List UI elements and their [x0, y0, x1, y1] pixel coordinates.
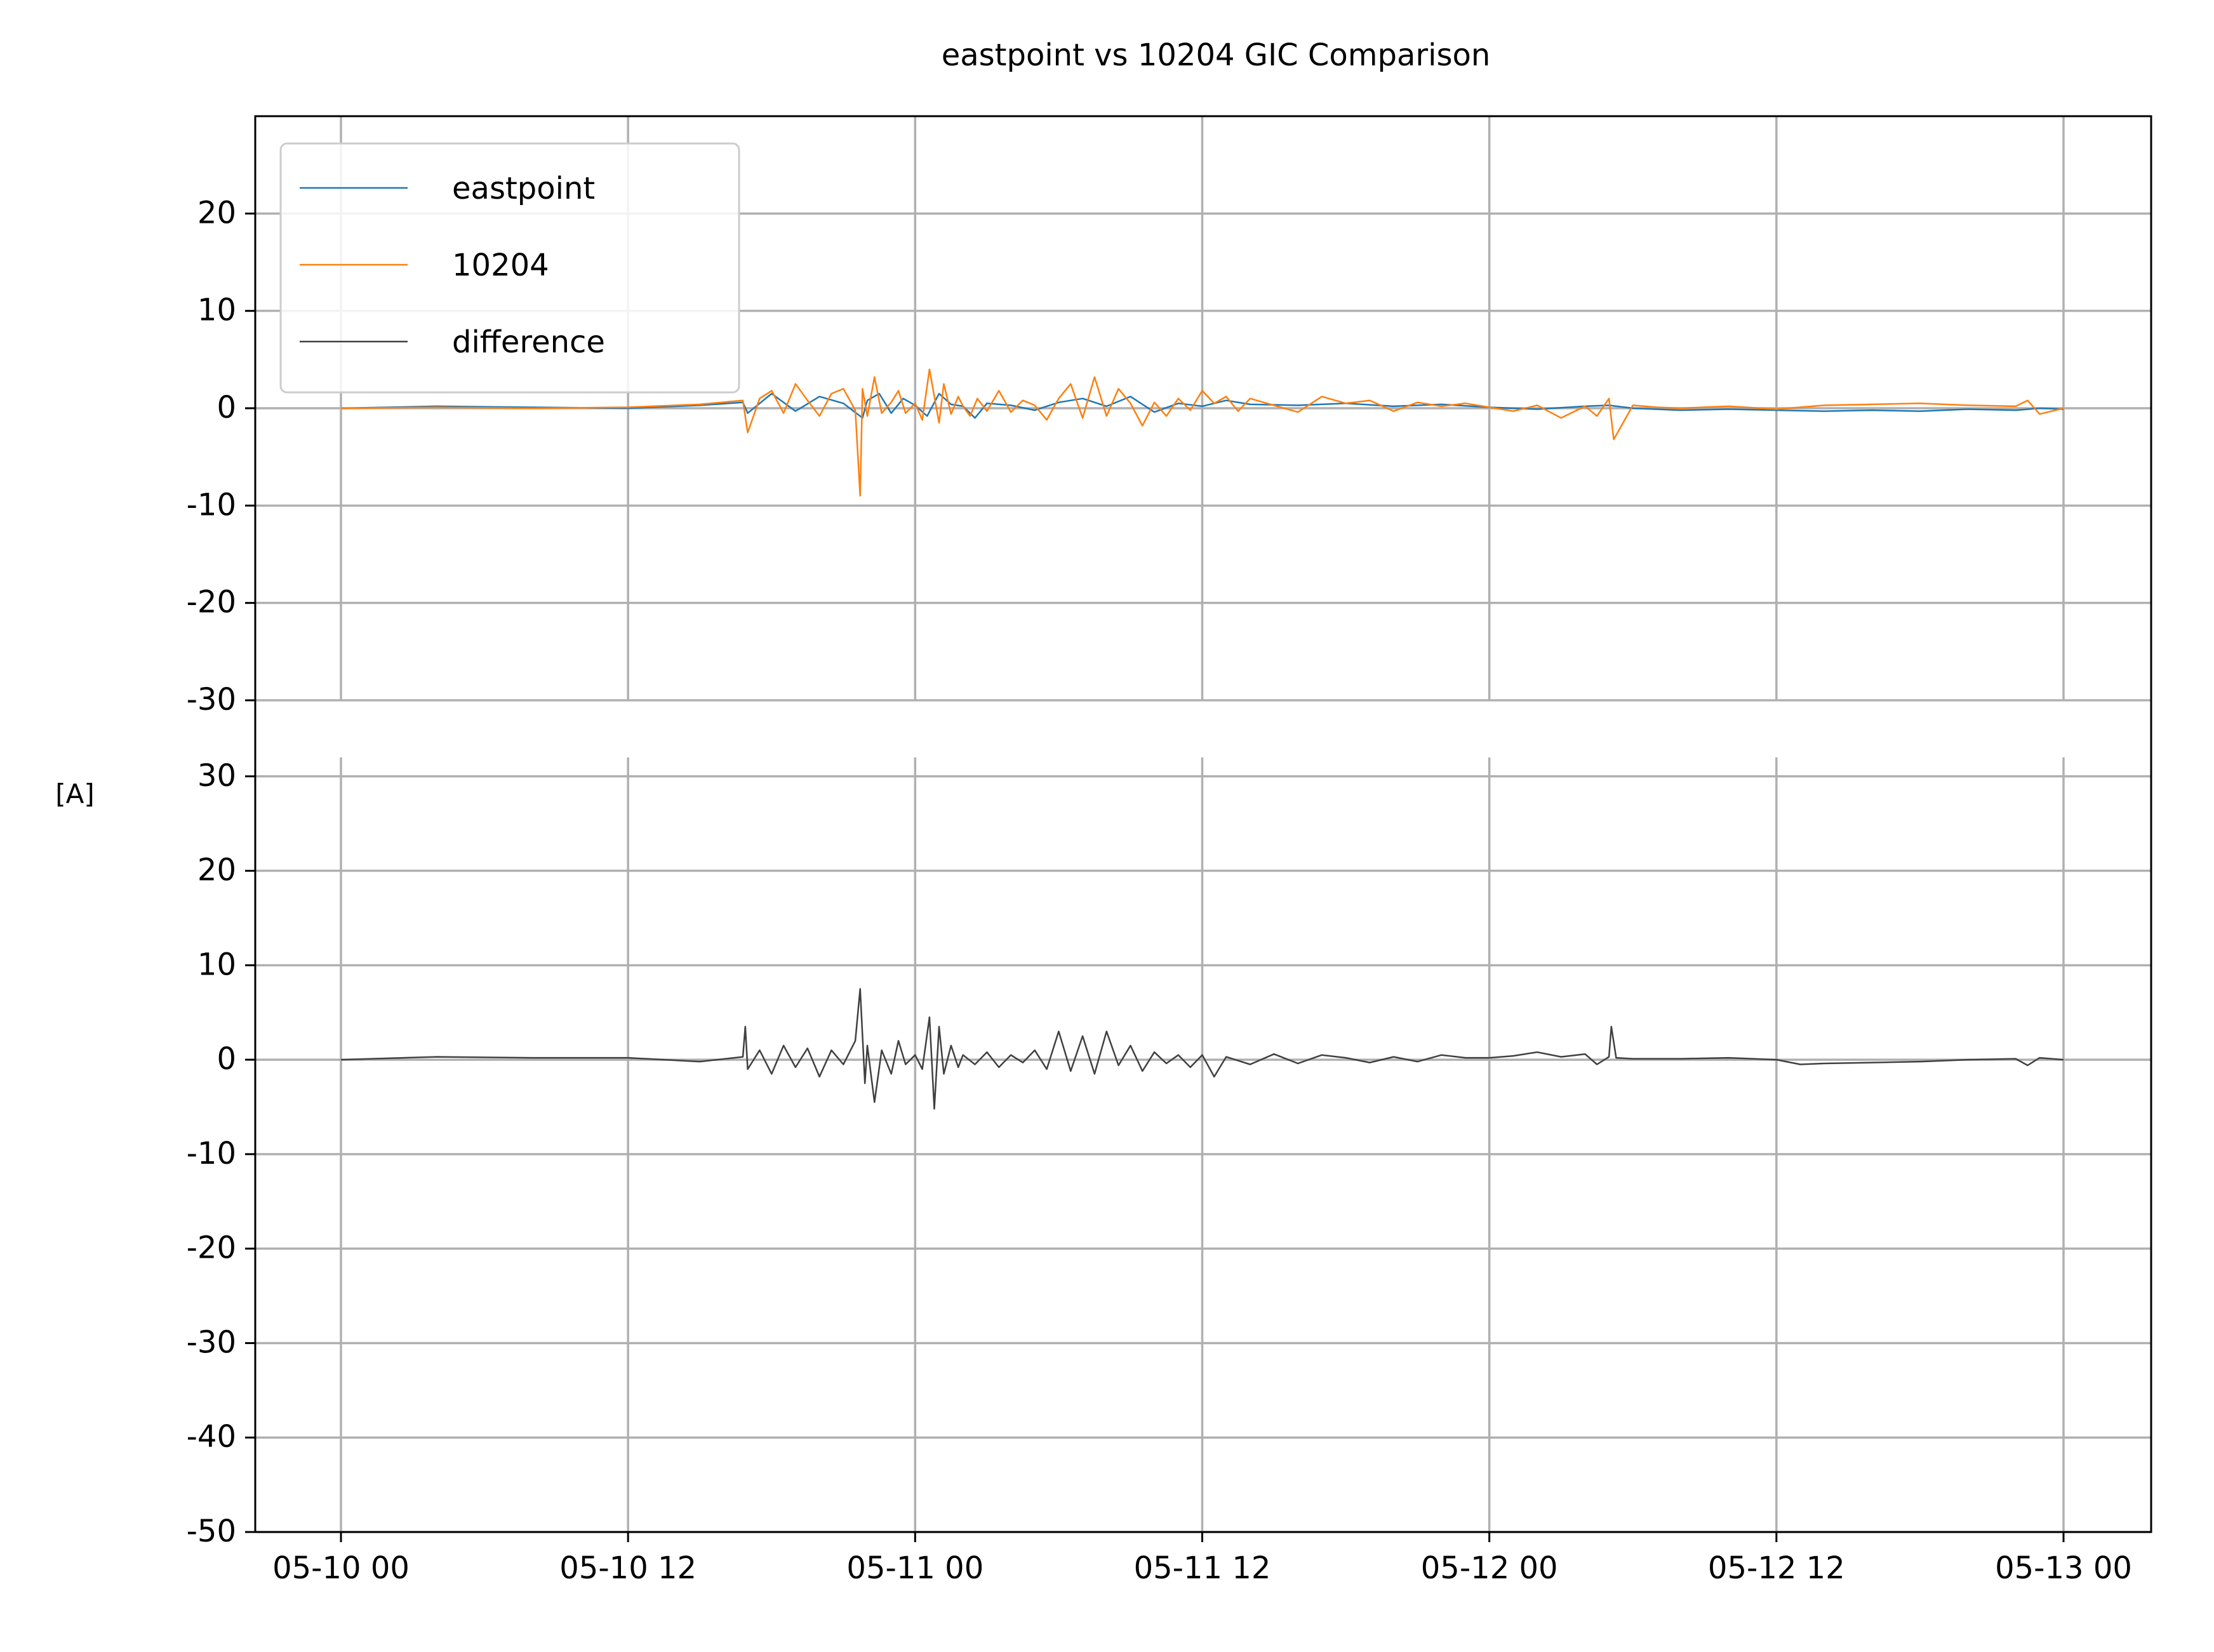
x-tick-label: 05-11 00 — [846, 1550, 984, 1586]
chart-title: eastpoint vs 10204 GIC Comparison — [942, 37, 1491, 73]
y-axis-label: [A] — [55, 778, 95, 809]
y-tick-label: -30 — [187, 1324, 236, 1360]
x-tick-label: 05-12 12 — [1708, 1550, 1845, 1586]
legend-label-eastpoint: eastpoint — [452, 171, 595, 206]
series-line-eastpoint — [340, 392, 2064, 419]
y-tick-label: 10 — [197, 293, 236, 328]
y-tick-label: -10 — [187, 1136, 236, 1171]
series-lines-layer — [340, 368, 2064, 1110]
y-tick-label: -50 — [187, 1514, 236, 1549]
series-line-10204 — [340, 368, 2064, 497]
y-tick-label: 10 — [197, 947, 236, 982]
x-tick-label: 05-12 00 — [1421, 1550, 1558, 1586]
y-tick-label: -40 — [187, 1419, 236, 1455]
y-tick-label: 0 — [217, 390, 236, 425]
x-tick-label: 05-13 00 — [1995, 1550, 2132, 1586]
x-tick-label: 05-11 12 — [1134, 1550, 1271, 1586]
legend-label-10204: 10204 — [452, 248, 549, 283]
legend: eastpoint 10204 difference — [279, 142, 740, 394]
y-tick-label: -20 — [187, 585, 236, 620]
axes-frame-layer — [245, 115, 2152, 1542]
y-tick-label: 0 — [217, 1041, 236, 1077]
y-tick-label: 20 — [197, 195, 236, 230]
y-tick-label: 20 — [197, 853, 236, 888]
y-tick-label: -20 — [187, 1230, 236, 1266]
y-tick-label: 30 — [197, 758, 236, 794]
x-tick-label: 05-10 00 — [272, 1550, 410, 1586]
y-tick-label: -30 — [187, 682, 236, 717]
series-line-difference — [340, 988, 2064, 1110]
tick-labels-layer: 20 10 0 -10 -20 -30 30 20 10 0 -10 -20 -30 -40 -50 05-1… — [187, 195, 2132, 1586]
x-tick-label: 05-10 12 — [559, 1550, 697, 1586]
legend-label-difference: difference — [452, 324, 605, 360]
legend-box — [279, 142, 740, 394]
y-tick-label: -10 — [187, 487, 236, 523]
